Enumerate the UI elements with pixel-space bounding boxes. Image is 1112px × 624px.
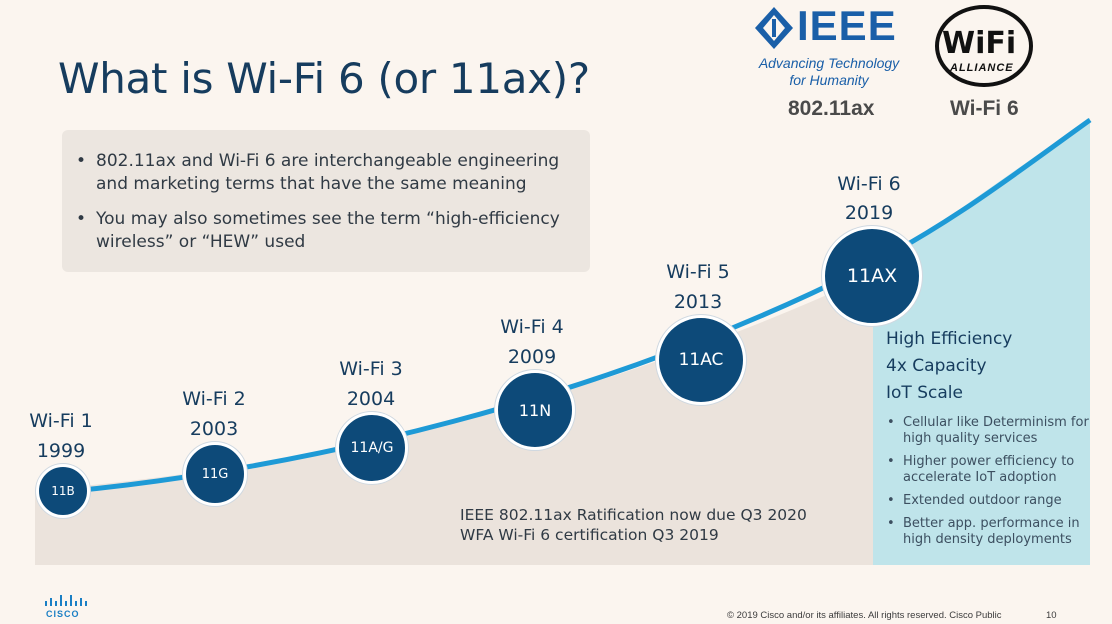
page-title: What is Wi-Fi 6 (or 11ax)? [58, 54, 590, 103]
gen-code: 11N [518, 400, 552, 420]
gen-node-11n: 11N [495, 370, 575, 450]
footer-copyright: © 2019 Cisco and/or its affiliates. All … [727, 610, 1002, 621]
feature-bullet: Cellular like Determinism for high quali… [887, 415, 1103, 447]
ieee-caption: 802.11ax [788, 97, 875, 120]
gen-year-wifi2: 2003 [189, 418, 239, 440]
ieee-tagline: Advancing Technology for Humanity [752, 55, 906, 89]
wifi6-features: High Efficiency 4x Capacity IoT Scale Ce… [886, 326, 1103, 555]
gen-code: 11A/G [350, 440, 394, 456]
gen-name-wifi2: Wi-Fi 2 [182, 388, 246, 410]
info-bullet: You may also sometimes see the term “hig… [76, 208, 566, 254]
feature-headline: High Efficiency [886, 329, 1013, 349]
ieee-tagline-line: for Humanity [789, 72, 869, 88]
wifi-wordmark: WiFi [942, 26, 1016, 61]
gen-code: 11AC [678, 350, 724, 370]
gen-name-wifi3: Wi-Fi 3 [339, 358, 403, 380]
wifi-wordmark-text: WiFi [942, 26, 1017, 61]
gen-node-11ac: 11AC [656, 315, 746, 405]
gen-year-wifi4: 2009 [507, 346, 557, 368]
info-box: 802.11ax and Wi-Fi 6 are interchangeable… [62, 130, 590, 272]
cisco-logo-icon [45, 595, 87, 606]
gen-name-wifi5: Wi-Fi 5 [666, 261, 730, 283]
ratification-line: IEEE 802.11ax Ratification now due Q3 20… [460, 506, 807, 524]
page-number: 10 [1046, 610, 1057, 621]
ieee-diamond-icon [755, 7, 793, 49]
ieee-wordmark: IEEE [797, 2, 897, 49]
feature-headline: IoT Scale [886, 383, 963, 403]
feature-headline: 4x Capacity [886, 356, 987, 376]
gen-node-11ag: 11A/G [336, 412, 408, 484]
feature-bullet-list: Cellular like Determinism for high quali… [886, 415, 1103, 548]
gen-year-wifi3: 2004 [346, 388, 396, 410]
gen-year-wifi6: 2019 [844, 202, 894, 224]
gen-node-11g: 11G [183, 442, 247, 506]
gen-name-wifi6: Wi-Fi 6 [837, 173, 901, 195]
ieee-tagline-line: Advancing Technology [758, 55, 900, 71]
feature-bullet: Extended outdoor range [887, 493, 1103, 509]
gen-node-11ax: 11AX [822, 226, 922, 326]
info-bullet: 802.11ax and Wi-Fi 6 are interchangeable… [76, 150, 566, 196]
gen-code: 11B [51, 484, 75, 498]
wifi-alliance-text: ALLIANCE [950, 62, 1014, 74]
feature-bullet: Better app. performance in high density … [887, 516, 1103, 548]
gen-code: 11AX [846, 265, 898, 287]
gen-name-wifi4: Wi-Fi 4 [500, 316, 564, 338]
info-bullet-list: 802.11ax and Wi-Fi 6 are interchangeable… [62, 130, 590, 254]
gen-code: 11G [201, 466, 229, 482]
wifi-caption: Wi-Fi 6 [950, 97, 1019, 120]
ratification-line: WFA Wi-Fi 6 certification Q3 2019 [460, 526, 719, 544]
gen-year-wifi5: 2013 [673, 291, 723, 313]
cisco-brand-text: CISCO [46, 609, 80, 619]
gen-name-wifi1: Wi-Fi 1 [29, 410, 93, 432]
gen-node-11b: 11B [36, 464, 90, 518]
wifi-alliance-badge-icon [935, 5, 1033, 87]
feature-bullet: Higher power efficiency to accelerate Io… [887, 454, 1103, 486]
gen-year-wifi1: 1999 [36, 440, 86, 462]
ratification-note: IEEE 802.11ax Ratification now due Q3 20… [460, 505, 807, 545]
timeline-area [35, 272, 873, 565]
